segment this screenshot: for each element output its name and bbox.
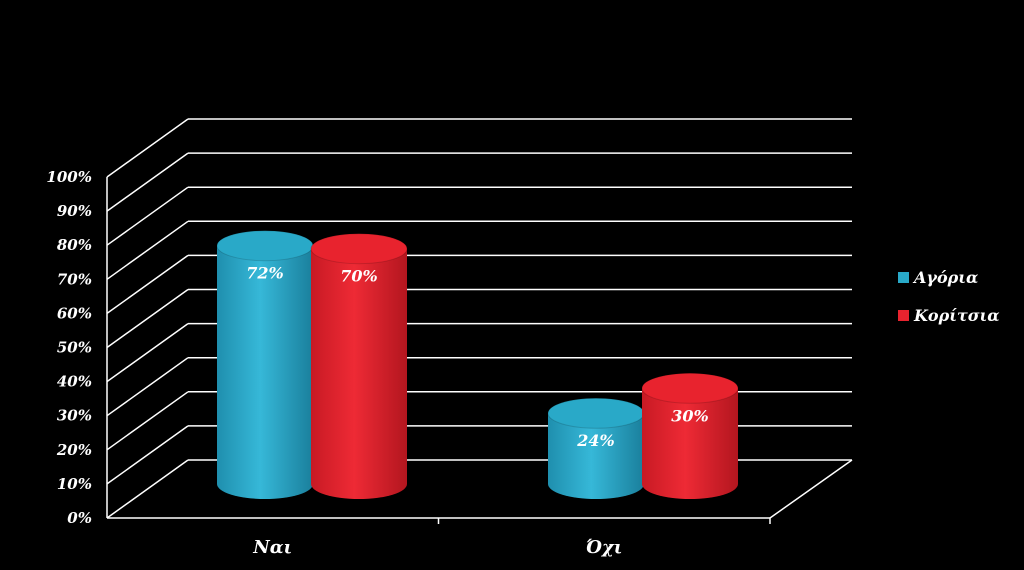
gridline-side-9 <box>106 152 189 212</box>
gridline-side-3 <box>106 357 189 417</box>
legend-swatch-girls <box>898 309 909 321</box>
y-tick-label: 0% <box>67 509 92 527</box>
data-label: 72% <box>246 264 283 283</box>
axes: 0% 10% 20% 30% 40% 50% 60% 70% 80% 90% 100% Ναι Όχι <box>46 118 853 558</box>
legend-item-girls: Κορίτσια <box>898 296 1000 334</box>
data-label: 30% <box>671 406 708 425</box>
bar-body <box>548 413 644 499</box>
bar-top <box>641 372 739 404</box>
data-label: 24% <box>576 431 614 450</box>
bar-top <box>547 397 645 429</box>
y-tick-label: 70% <box>57 270 92 288</box>
x-category-label: Ναι <box>252 537 292 558</box>
legend-item-boys: Αγόρια <box>898 258 1000 296</box>
legend-swatch-boys <box>898 271 909 283</box>
bar-body <box>311 248 407 499</box>
gridline-side-8 <box>106 186 189 246</box>
y-tick-label: 50% <box>57 339 92 357</box>
gridline-side-0 <box>106 459 189 519</box>
gridline-side-7 <box>106 220 189 280</box>
bar-girls-ochi: 30% <box>641 372 739 499</box>
bar-boys-nai: 72% <box>216 230 314 499</box>
y-tick-label: 30% <box>57 407 92 425</box>
gridline-side-10 <box>106 118 189 178</box>
bar-body <box>642 388 738 499</box>
y-tick-label: 80% <box>57 236 92 254</box>
y-tick-label: 20% <box>56 441 92 459</box>
y-tick-label: 40% <box>57 373 92 391</box>
bars: 72% 70% 24% 30% <box>216 230 739 499</box>
legend: Αγόρια Κορίτσια <box>898 258 1000 334</box>
gridline-side-2 <box>106 391 189 451</box>
y-tick-label: 90% <box>57 202 92 220</box>
legend-label-girls: Κορίτσια <box>914 305 1000 325</box>
bar-top <box>216 230 314 262</box>
y-tick-label: 60% <box>57 304 92 322</box>
x-category-label: Όχι <box>586 537 623 558</box>
gridline-side-6 <box>106 254 189 315</box>
gridline-side-4 <box>106 322 189 383</box>
gridline-side-1 <box>106 425 189 485</box>
data-label: 70% <box>340 267 377 286</box>
y-tick-label: 100% <box>46 168 92 186</box>
y-tick-label: 10% <box>57 475 92 493</box>
bar-body <box>217 245 313 499</box>
bar-top <box>310 233 408 265</box>
gridline-side-5 <box>106 288 189 349</box>
legend-label-boys: Αγόρια <box>914 267 979 287</box>
floor-right-edge <box>769 459 853 519</box>
bar-boys-ochi: 24% <box>547 397 645 499</box>
bar-girls-nai: 70% <box>310 233 408 499</box>
